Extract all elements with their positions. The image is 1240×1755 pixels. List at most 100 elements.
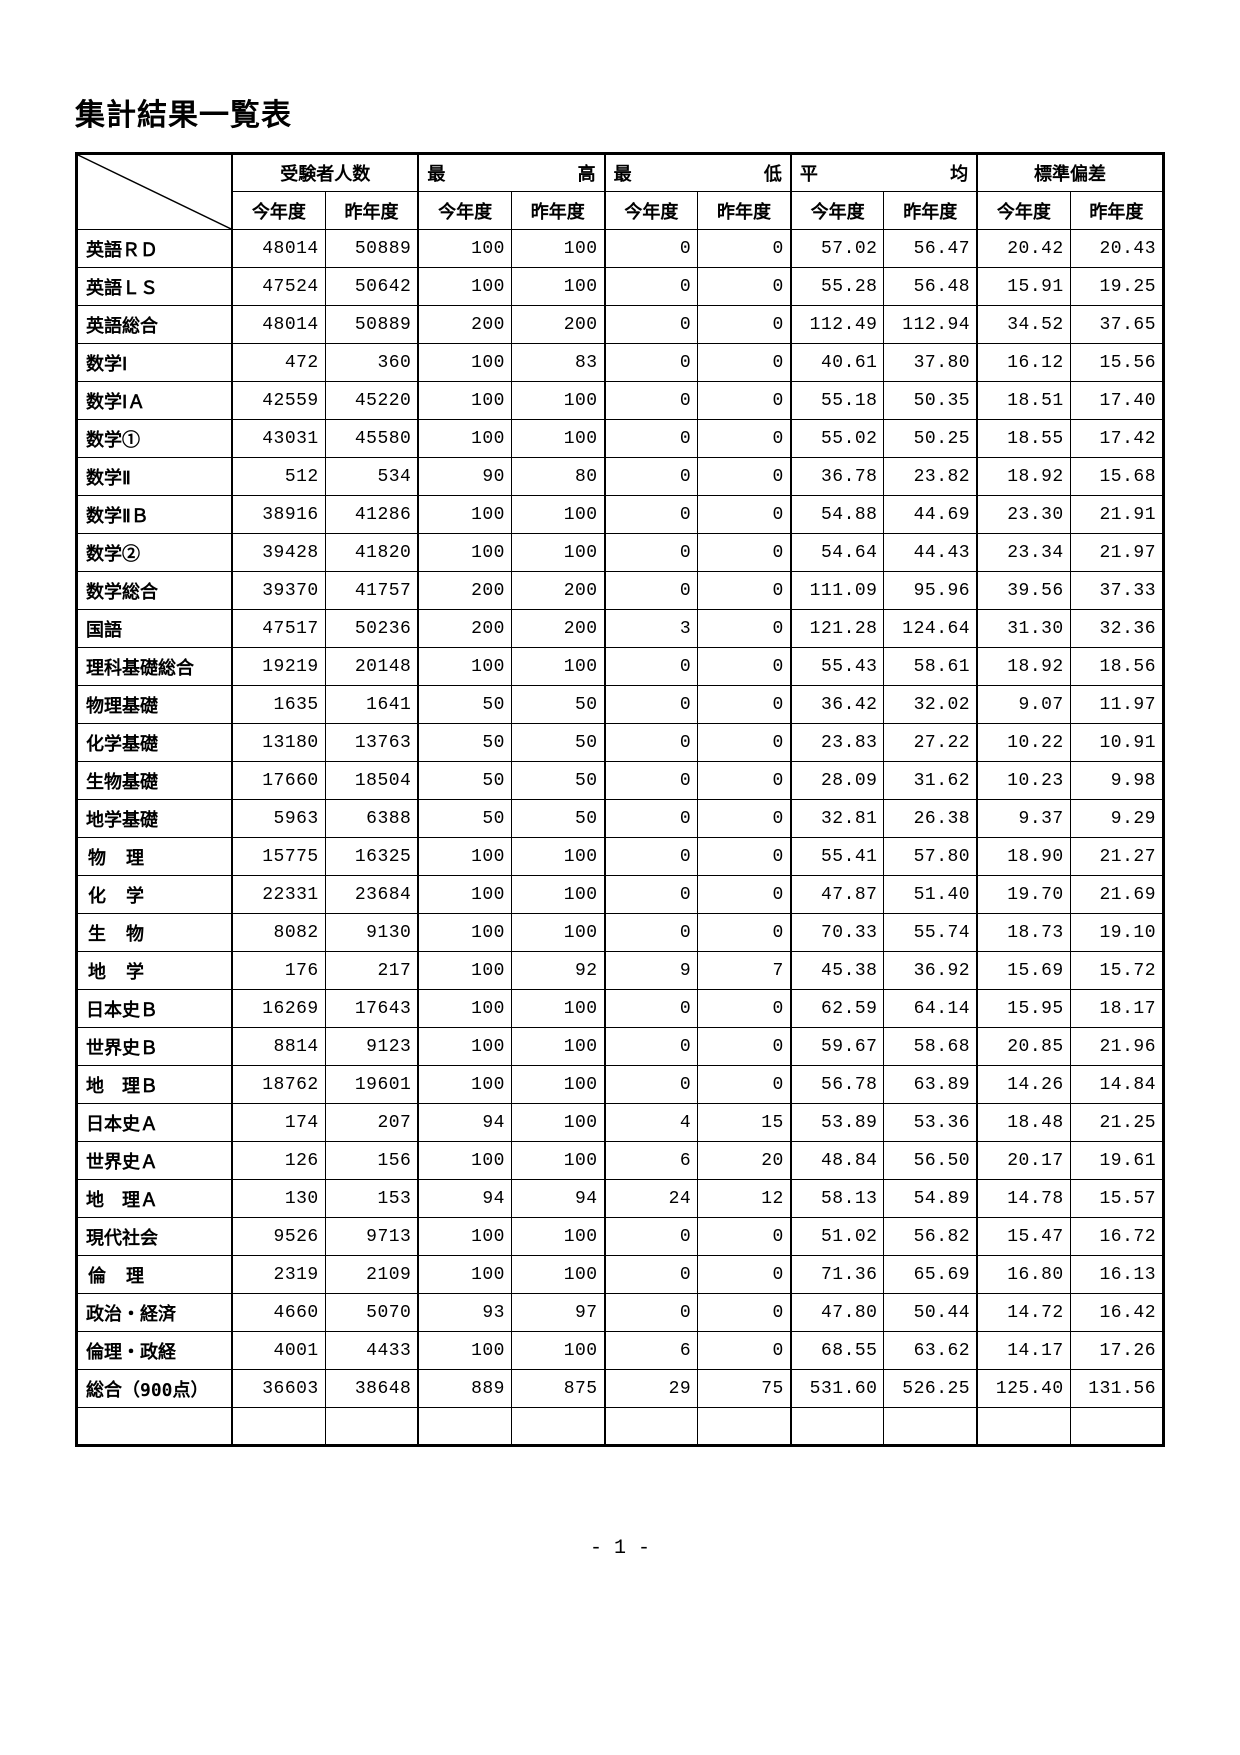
data-cell: 6388 — [325, 800, 418, 838]
data-cell: 17.26 — [1070, 1332, 1163, 1370]
data-cell: 0 — [698, 1256, 791, 1294]
table-row: 世界史Ａ12615610010062048.8456.5020.1719.61 — [77, 1142, 1164, 1180]
data-cell: 100 — [418, 876, 511, 914]
data-cell: 4 — [605, 1104, 698, 1142]
data-cell: 100 — [418, 914, 511, 952]
data-cell: 27.22 — [884, 724, 977, 762]
data-cell: 10.23 — [977, 762, 1070, 800]
data-cell: 21.25 — [1070, 1104, 1163, 1142]
data-cell: 15.91 — [977, 268, 1070, 306]
col-group-examinees: 受験者人数 — [232, 154, 418, 192]
row-label: 数学Ⅱ — [77, 458, 233, 496]
data-cell: 889 — [418, 1370, 511, 1408]
row-label: 国語 — [77, 610, 233, 648]
data-cell: 50 — [418, 724, 511, 762]
data-cell: 200 — [511, 572, 604, 610]
row-label: 数学② — [77, 534, 233, 572]
data-cell: 0 — [605, 458, 698, 496]
data-cell: 16.42 — [1070, 1294, 1163, 1332]
data-cell — [605, 1408, 698, 1446]
data-cell: 0 — [605, 230, 698, 268]
data-cell: 15.95 — [977, 990, 1070, 1028]
data-cell: 36.78 — [791, 458, 884, 496]
data-cell: 0 — [698, 534, 791, 572]
data-cell: 100 — [418, 1028, 511, 1066]
table-header: 受験者人数 最高 最低 平均 標準偏差 今年度昨年度今年度昨年度今年度昨年度今年… — [77, 154, 1164, 230]
col-group-stddev: 標準偏差 — [977, 154, 1163, 192]
data-cell: 0 — [605, 724, 698, 762]
data-cell: 32.36 — [1070, 610, 1163, 648]
data-cell: 20.42 — [977, 230, 1070, 268]
row-label: 日本史Ａ — [77, 1104, 233, 1142]
row-label — [77, 1408, 233, 1446]
data-cell: 130 — [232, 1180, 325, 1218]
data-cell: 56.78 — [791, 1066, 884, 1104]
data-cell: 50642 — [325, 268, 418, 306]
table-row: 英語ＲＤ48014508891001000057.0256.4720.4220.… — [77, 230, 1164, 268]
data-cell: 16.80 — [977, 1256, 1070, 1294]
data-cell: 32.02 — [884, 686, 977, 724]
data-cell: 17660 — [232, 762, 325, 800]
row-label: 数学総合 — [77, 572, 233, 610]
data-cell: 1635 — [232, 686, 325, 724]
data-cell: 100 — [418, 648, 511, 686]
data-cell: 9526 — [232, 1218, 325, 1256]
row-label: 数学ⅠＡ — [77, 382, 233, 420]
row-label: 化学 — [77, 876, 233, 914]
data-cell: 8814 — [232, 1028, 325, 1066]
data-cell: 42559 — [232, 382, 325, 420]
data-cell: 14.17 — [977, 1332, 1070, 1370]
data-cell — [511, 1408, 604, 1446]
data-cell: 4433 — [325, 1332, 418, 1370]
data-cell: 19.61 — [1070, 1142, 1163, 1180]
data-cell: 55.18 — [791, 382, 884, 420]
data-cell: 0 — [698, 1332, 791, 1370]
data-cell: 97 — [511, 1294, 604, 1332]
table-row: 世界史Ｂ881491231001000059.6758.6820.8521.96 — [77, 1028, 1164, 1066]
subheader-cell: 昨年度 — [884, 192, 977, 230]
row-label: 総合（900点） — [77, 1370, 233, 1408]
data-cell: 8082 — [232, 914, 325, 952]
data-cell: 7 — [698, 952, 791, 990]
data-cell: 12 — [698, 1180, 791, 1218]
data-cell: 51.40 — [884, 876, 977, 914]
data-cell: 14.26 — [977, 1066, 1070, 1104]
data-cell: 121.28 — [791, 610, 884, 648]
data-cell: 0 — [605, 420, 698, 458]
data-cell: 0 — [698, 610, 791, 648]
data-cell: 9.29 — [1070, 800, 1163, 838]
data-cell: 100 — [418, 990, 511, 1028]
data-cell: 0 — [605, 1218, 698, 1256]
data-cell: 124.64 — [884, 610, 977, 648]
data-cell: 100 — [511, 914, 604, 952]
data-cell: 100 — [511, 1332, 604, 1370]
data-cell: 56.82 — [884, 1218, 977, 1256]
data-cell: 94 — [511, 1180, 604, 1218]
data-cell: 125.40 — [977, 1370, 1070, 1408]
data-cell: 55.43 — [791, 648, 884, 686]
data-cell: 0 — [605, 1028, 698, 1066]
data-cell: 0 — [605, 686, 698, 724]
subheader-cell: 昨年度 — [698, 192, 791, 230]
data-cell: 21.96 — [1070, 1028, 1163, 1066]
data-cell: 100 — [418, 268, 511, 306]
data-cell: 100 — [511, 268, 604, 306]
data-cell: 36.42 — [791, 686, 884, 724]
data-cell: 18762 — [232, 1066, 325, 1104]
data-cell: 50 — [511, 686, 604, 724]
data-cell: 0 — [698, 382, 791, 420]
data-cell: 39.56 — [977, 572, 1070, 610]
data-cell: 43031 — [232, 420, 325, 458]
data-cell: 0 — [698, 458, 791, 496]
table-row — [77, 1408, 1164, 1446]
data-cell: 217 — [325, 952, 418, 990]
subheader-cell: 昨年度 — [325, 192, 418, 230]
data-cell: 0 — [698, 496, 791, 534]
data-cell: 100 — [511, 420, 604, 458]
data-cell: 36.92 — [884, 952, 977, 990]
data-cell: 20.43 — [1070, 230, 1163, 268]
data-cell: 526.25 — [884, 1370, 977, 1408]
data-cell: 80 — [511, 458, 604, 496]
data-cell: 21.69 — [1070, 876, 1163, 914]
data-cell: 34.52 — [977, 306, 1070, 344]
